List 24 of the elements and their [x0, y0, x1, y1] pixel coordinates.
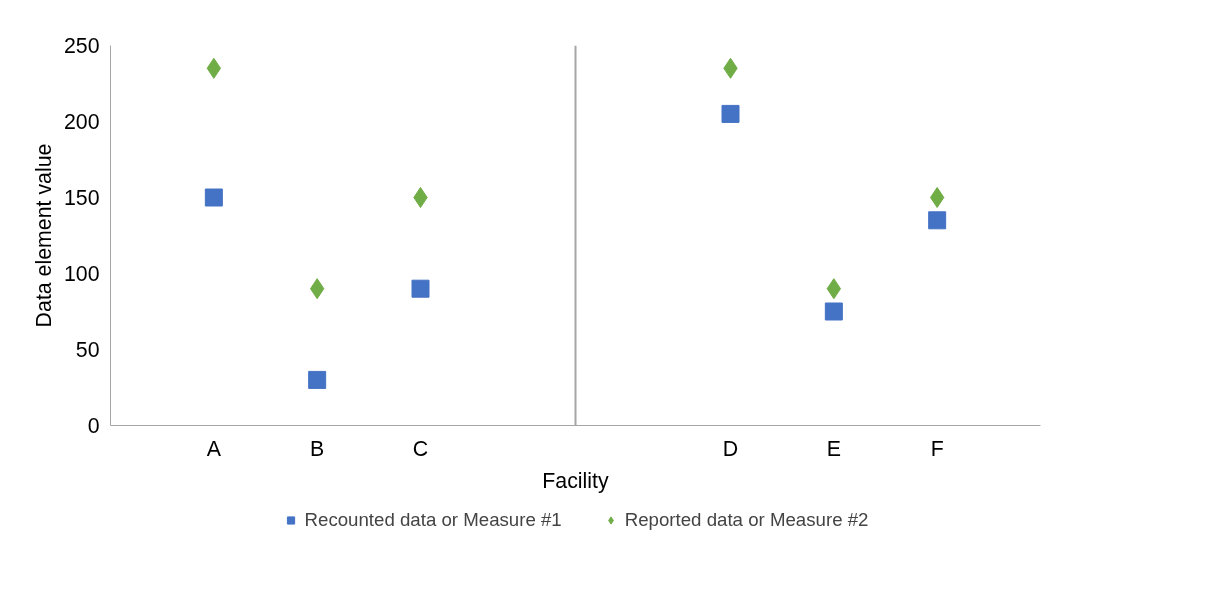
point — [721, 104, 740, 123]
y-tick-label: 250 — [63, 34, 100, 58]
x-tick-label: A — [206, 436, 222, 461]
point — [413, 187, 428, 208]
x-tick-label: D — [722, 436, 739, 461]
point — [928, 211, 947, 230]
x-tick-label: C — [412, 436, 429, 461]
point — [204, 188, 223, 207]
legend-label: Recounted data or Measure #1 — [304, 509, 562, 531]
point — [411, 279, 430, 298]
y-tick-label: 0 — [87, 414, 100, 438]
y-tick-label: 150 — [63, 186, 100, 210]
legend-label: Reported data or Measure #2 — [624, 509, 869, 531]
x-tick-label: F — [930, 436, 944, 461]
x-tick-label: B — [310, 436, 325, 461]
x-axis-title: Facility — [542, 468, 610, 493]
y-tick-label: 50 — [75, 338, 100, 362]
point — [308, 370, 327, 389]
point — [824, 302, 843, 321]
x-tick-label: E — [826, 436, 841, 461]
y-tick-label: 100 — [63, 262, 100, 286]
y-axis-title: Data element value — [31, 143, 56, 328]
y-tick-label: 200 — [63, 110, 100, 134]
point — [930, 187, 945, 208]
